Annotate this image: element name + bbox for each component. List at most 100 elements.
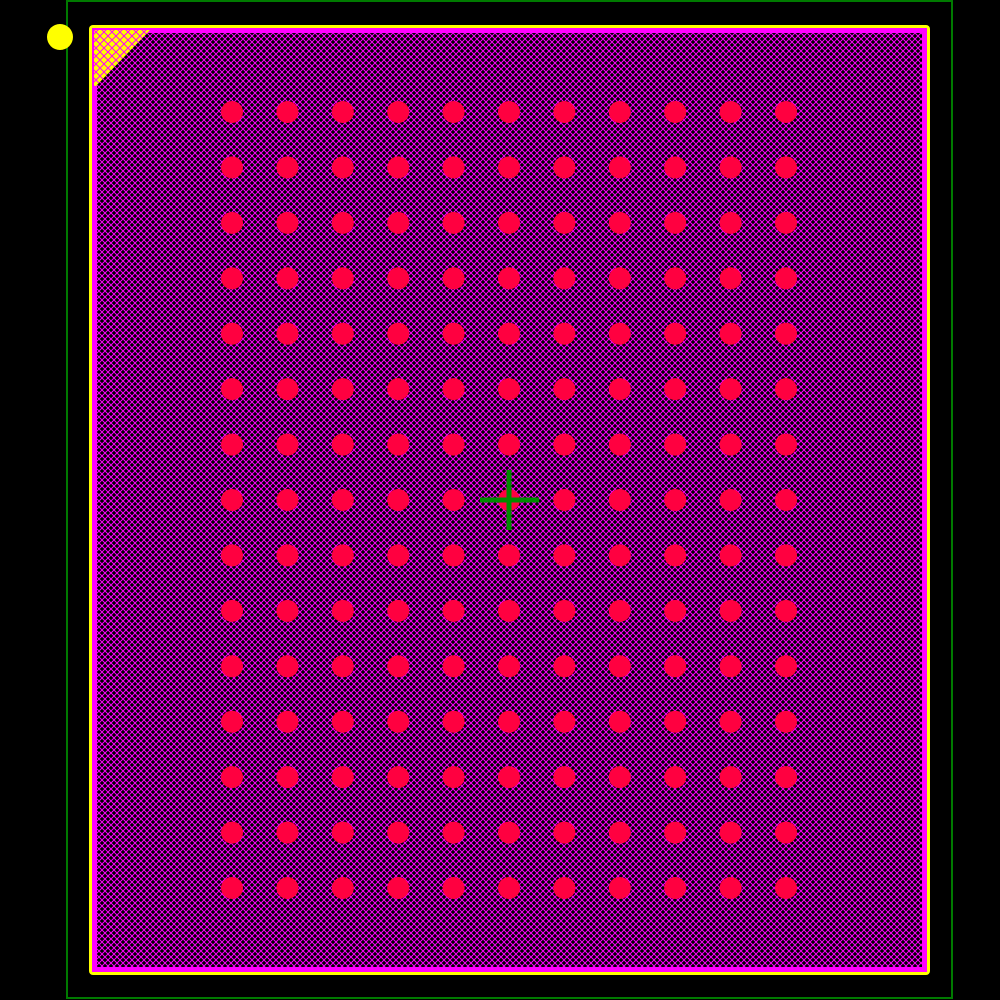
- pad: [442, 101, 465, 123]
- pad: [719, 433, 742, 456]
- pad: [498, 156, 520, 179]
- pad: [498, 101, 520, 123]
- pad: [221, 655, 243, 678]
- pad: [387, 101, 410, 123]
- pad: [553, 766, 576, 789]
- pad: [553, 877, 576, 899]
- pad: [276, 821, 299, 844]
- pad: [442, 267, 465, 290]
- pad: [387, 378, 410, 401]
- pad: [553, 433, 576, 456]
- pad: [331, 655, 354, 678]
- pad: [276, 101, 299, 123]
- pad: [331, 156, 354, 179]
- pad: [719, 544, 742, 567]
- pad: [719, 599, 742, 622]
- pin1-corner-chamfer: [94, 30, 150, 86]
- pad: [608, 821, 631, 844]
- pad: [331, 544, 354, 567]
- pad: [719, 211, 742, 234]
- pad: [775, 766, 797, 789]
- pad: [553, 710, 576, 733]
- pad: [331, 489, 354, 511]
- pad: [498, 544, 520, 567]
- pad: [276, 544, 299, 567]
- pad: [553, 378, 576, 401]
- pad: [553, 821, 576, 844]
- pad: [664, 655, 687, 678]
- pad: [276, 322, 299, 345]
- pad: [775, 322, 797, 345]
- pad: [221, 267, 243, 290]
- pad: [387, 877, 410, 899]
- pad: [553, 267, 576, 290]
- pad: [387, 544, 410, 567]
- pad: [553, 101, 576, 123]
- pad: [775, 821, 797, 844]
- pad: [664, 710, 687, 733]
- pad: [221, 821, 243, 844]
- pad: [719, 378, 742, 401]
- pad: [553, 156, 576, 179]
- pad: [387, 433, 410, 456]
- pad: [276, 211, 299, 234]
- pad: [276, 599, 299, 622]
- pad: [331, 322, 354, 345]
- pad: [775, 599, 797, 622]
- pad: [221, 877, 243, 899]
- pad: [331, 766, 354, 789]
- pad: [331, 821, 354, 844]
- pad: [331, 877, 354, 899]
- pad: [221, 378, 243, 401]
- pad: [664, 766, 687, 789]
- pad: [442, 211, 465, 234]
- pad: [331, 599, 354, 622]
- pad: [608, 267, 631, 290]
- pad: [498, 433, 520, 456]
- pad: [498, 378, 520, 401]
- pad: [664, 267, 687, 290]
- pad: [553, 655, 576, 678]
- pad: [608, 599, 631, 622]
- pad: [664, 156, 687, 179]
- pad: [498, 877, 520, 899]
- crosshair-icon: [480, 470, 539, 530]
- pad: [387, 599, 410, 622]
- pad: [442, 821, 465, 844]
- pad: [276, 877, 299, 899]
- pad: [719, 766, 742, 789]
- pad: [387, 489, 410, 511]
- pad: [331, 378, 354, 401]
- pad: [442, 544, 465, 567]
- pad: [221, 156, 243, 179]
- pad: [442, 710, 465, 733]
- pad: [442, 599, 465, 622]
- pad: [664, 821, 687, 844]
- pad: [664, 378, 687, 401]
- pad: [498, 766, 520, 789]
- courtyard-outline: [66, 0, 953, 999]
- pad: [775, 378, 797, 401]
- pad: [331, 267, 354, 290]
- pad: [442, 322, 465, 345]
- pad: [276, 766, 299, 789]
- pad: [442, 156, 465, 179]
- pad: [221, 544, 243, 567]
- pad: [276, 655, 299, 678]
- pad: [719, 877, 742, 899]
- pad: [608, 378, 631, 401]
- pad: [608, 101, 631, 123]
- pad: [608, 544, 631, 567]
- pad: [221, 322, 243, 345]
- pad: [664, 877, 687, 899]
- pad: [719, 101, 742, 123]
- pad: [775, 267, 797, 290]
- pad: [498, 267, 520, 290]
- pad: [608, 156, 631, 179]
- pad: [387, 267, 410, 290]
- pad: [664, 489, 687, 511]
- pad: [553, 544, 576, 567]
- pad: [775, 655, 797, 678]
- pad: [553, 489, 576, 511]
- pad: [498, 821, 520, 844]
